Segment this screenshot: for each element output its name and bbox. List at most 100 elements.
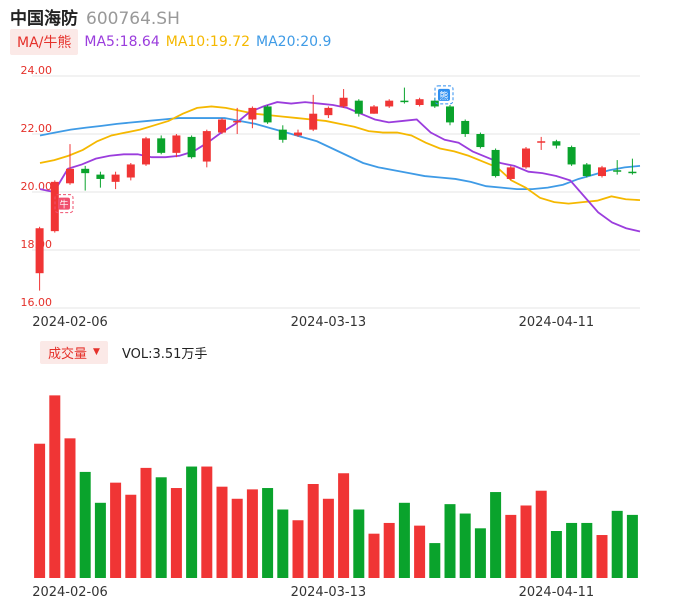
candle-body [218,119,226,133]
volume-bar [110,482,122,578]
candle-body [430,100,439,107]
volume-bar [262,488,274,578]
candle-body [613,170,622,172]
candle-body [126,164,135,178]
volume-bar [581,522,593,578]
ma20-line [39,117,641,191]
candle [400,87,409,104]
candle-body [339,97,348,107]
candle [582,163,591,178]
volume-bar [368,533,380,578]
candle-body [96,174,105,179]
volume-bar [49,395,61,578]
volume-bar [459,513,471,578]
volume-toggle-button[interactable]: 成交量 ▼ [40,340,108,364]
candle-body [81,168,90,174]
volume-bar [94,502,106,578]
candle-body [400,100,409,103]
y-tick-label: 22.00 [21,122,53,135]
candle [446,105,454,126]
volume-value-label: VOL:3.51万手 [121,346,208,362]
candle [613,160,622,175]
badge-label: 熊 [439,90,448,102]
volume-bar [429,543,441,578]
volume-bar [246,489,258,578]
candle [476,132,485,149]
candle [324,106,333,119]
candle [506,165,515,181]
ma-legend: MA/牛熊 MA5:18.64 MA10:19.72 MA20:20.9 [10,29,331,55]
candle-body [263,106,272,123]
x-tick-label: 2024-02-06 [32,585,108,600]
candle [628,158,637,175]
volume-bar [201,466,213,578]
candle [415,97,424,107]
volume-bar [611,510,623,578]
candle [461,119,470,137]
candle-body [324,107,333,116]
candle-body [294,132,302,136]
candle [309,94,318,132]
ma10-legend-label: MA10:19.72 [165,34,251,50]
candle-body [552,141,561,146]
volume-bar [596,535,608,578]
candle [202,129,211,168]
candle-body [35,228,44,274]
candle-body [172,135,181,153]
volume-bar [414,525,426,578]
signal-badges: 牛熊 [54,85,454,214]
ma5-legend-label: MA5:18.64 [84,34,160,50]
candle [491,148,500,178]
volume-bar [277,509,289,578]
candle-body [567,147,576,165]
volume-bar [79,471,91,578]
stock-code: 600764.SH [86,9,180,29]
volume-bar [505,514,517,578]
candle-body [111,174,120,182]
volume-bar [520,505,532,578]
candle-body [278,129,287,140]
candle [233,107,242,134]
candle-body [187,136,196,158]
candle-body [142,138,150,165]
candle [598,165,606,178]
candle-body [446,106,454,123]
stock-name: 中国海防 [10,9,78,29]
candle [81,165,90,191]
y-tick-label: 24.00 [21,64,53,77]
candle-body [461,120,470,134]
candle [126,163,135,181]
badge-label: 牛 [59,199,68,211]
candle-body [491,149,500,177]
volume-bar [338,473,350,578]
candle-body [522,148,530,168]
volume-bar [64,438,76,578]
candle-body [233,120,242,123]
badge-fill [438,88,450,101]
candle [35,226,44,291]
badge-frame [434,85,454,105]
volume-bar [490,492,502,578]
candle-body [354,100,363,114]
candlesticks [35,87,637,291]
ma-toggle-button[interactable]: MA/牛熊 [10,29,79,55]
volume-bar [170,488,182,578]
volume-bar [474,528,486,578]
volume-bar [444,504,456,578]
candle [157,135,166,155]
candle [111,171,120,190]
candle-body [157,138,166,153]
volume-bar [34,443,46,578]
candle [66,144,74,185]
candle-body [628,171,637,174]
candle-body [476,134,485,148]
bear-badge: 熊 [434,85,454,105]
candle-body [66,168,74,184]
candle-body [582,164,591,177]
price-grid [32,75,640,309]
volume-bar [216,486,228,578]
candle [385,99,394,108]
volume-bar [566,522,578,578]
